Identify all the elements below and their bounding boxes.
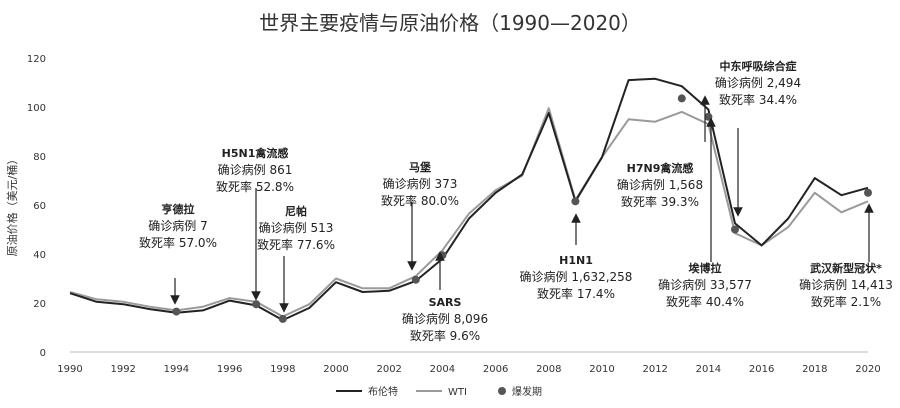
annotation: SARS 确诊病例 8,096 致死率 9.6%	[402, 251, 488, 343]
outbreak-point	[172, 307, 181, 316]
annotation-text: 确诊病例 33,577	[658, 277, 752, 292]
outbreak-point	[704, 112, 713, 121]
annotation-text: 确诊病例 8,096	[402, 311, 488, 326]
annotation-title: H1N1	[559, 254, 593, 267]
annotation-text: 致死率 39.3%	[621, 194, 699, 209]
x-tick-label: 2014	[696, 364, 721, 375]
outbreak-point	[571, 197, 580, 206]
outbreak-point	[411, 275, 420, 284]
x-tick-label: 2008	[536, 364, 561, 375]
x-tick-label: 2018	[802, 364, 827, 375]
annotation-text: 致死率 17.4%	[537, 286, 615, 301]
plot-area	[69, 77, 872, 323]
annotation-title: H5N1禽流感	[222, 146, 289, 160]
x-tick-label: 2000	[323, 364, 348, 375]
x-tick-label: 1990	[57, 364, 82, 375]
annotation-title: SARS	[429, 296, 462, 309]
annotation-text: 确诊病例 513	[259, 220, 334, 235]
legend-label: 爆发期	[512, 385, 542, 398]
legend-label: WTI	[448, 387, 467, 398]
outbreak-point	[252, 300, 261, 309]
legend-marker	[498, 387, 506, 395]
x-tick-label: 2006	[483, 364, 508, 375]
axes: 0 20 40 60 80 100 120 1990 1992 1994 1996 1998 2000 2…	[5, 54, 881, 375]
x-tick-label: 2020	[855, 364, 880, 375]
annotation-title: 中东呼吸综合症	[720, 59, 797, 73]
annotation-text: 致死率 40.4%	[666, 294, 744, 309]
y-tick-label: 60	[33, 201, 46, 212]
annotation-text: 致死率 52.8%	[216, 179, 294, 194]
outbreak-point	[864, 188, 872, 197]
annotation-text: 致死率 77.6%	[257, 237, 335, 252]
annotation-title: 亨德拉	[162, 202, 195, 216]
annotation-text: 确诊病例 7	[148, 218, 207, 233]
y-tick-label: 40	[33, 250, 46, 261]
y-tick-label: 120	[27, 54, 46, 65]
x-tick-label: 2012	[642, 364, 667, 375]
legend-label: 布伦特	[368, 385, 398, 398]
annotation-text: 确诊病例 373	[383, 176, 458, 191]
y-tick-label: 20	[33, 299, 46, 310]
legend-item: 爆发期	[498, 385, 542, 398]
annotation: H1N1 确诊病例 1,632,258 致死率 17.4%	[520, 213, 633, 301]
y-axis-label: 原油价格（美元/桶）	[5, 154, 19, 257]
annotation-title: H7N9禽流感	[627, 161, 694, 175]
annotation-text: 致死率 9.6%	[410, 328, 480, 343]
annotation: 武汉新型冠状* 确诊病例 14,413 致死率 2.1%	[799, 203, 893, 309]
chart-title: 世界主要疫情与原油价格（1990—2020）	[259, 11, 641, 35]
outbreak-point	[278, 314, 287, 323]
x-tick-label: 1994	[164, 364, 189, 375]
x-tick-label: 2010	[589, 364, 614, 375]
y-tick-label: 100	[27, 103, 46, 114]
annotation-text: 确诊病例 1,632,258	[520, 269, 633, 284]
annotation-text: 致死率 2.1%	[811, 294, 881, 309]
annotation-text: 确诊病例 1,568	[617, 177, 703, 192]
y-tick-label: 80	[33, 152, 46, 163]
x-tick-label: 2004	[430, 364, 455, 375]
y-tick-label: 0	[40, 348, 46, 359]
annotation-title: 马堡	[409, 160, 431, 174]
annotation-text: 确诊病例 861	[218, 162, 293, 177]
x-tick-label: 1992	[110, 364, 135, 375]
legend-item: WTI	[416, 387, 467, 398]
x-tick-label: 2002	[376, 364, 401, 375]
outbreak-point	[677, 94, 686, 103]
annotation-title: 武汉新型冠状*	[810, 261, 882, 275]
x-tick-label: 2016	[749, 364, 774, 375]
legend: 布伦特 WTI 爆发期	[336, 385, 542, 398]
annotation-title: 埃博拉	[689, 261, 722, 275]
annotation-text: 确诊病例 2,494	[715, 75, 801, 90]
annotation-text: 确诊病例 14,413	[799, 277, 893, 292]
x-tick-label: 1996	[217, 364, 242, 375]
annotation-title: 尼帕	[285, 204, 307, 218]
x-tick-label: 1998	[270, 364, 295, 375]
annotation-text: 致死率 57.0%	[139, 235, 217, 250]
outbreak-point	[731, 225, 739, 234]
annotation-text: 致死率 34.4%	[719, 92, 797, 107]
series-line-布伦特	[69, 77, 869, 322]
annotation-text: 致死率 80.0%	[381, 193, 459, 208]
legend-item: 布伦特	[336, 385, 398, 398]
